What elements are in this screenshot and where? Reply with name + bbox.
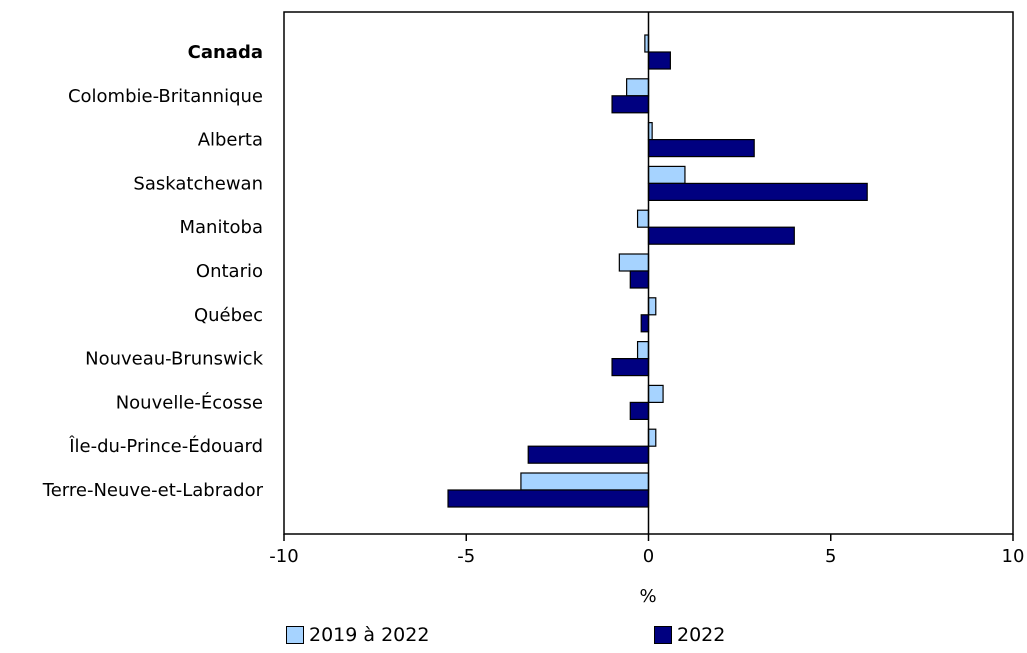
bar-manitoba-series-2 [647, 226, 795, 245]
legend: 2019 à 2022 2022 [286, 624, 1006, 650]
category-label-canada: Canada [188, 42, 263, 63]
legend-item-series-2: 2022 [654, 624, 725, 646]
category-label-ontario: Ontario [196, 261, 263, 282]
x-tick-label: 5 [825, 546, 836, 567]
bar-alberta-series-2 [647, 139, 755, 158]
bar-ile-du-prince-edouard-series-2 [527, 445, 650, 464]
legend-swatch-series-2 [654, 626, 672, 644]
legend-item-series-1: 2019 à 2022 [286, 624, 429, 646]
category-labels: Canada Colombie-Britannique Alberta Saskatc… [42, 42, 264, 501]
category-label-alberta: Alberta [198, 130, 263, 151]
legend-label-series-1: 2019 à 2022 [309, 624, 430, 646]
bar-ile-du-prince-edouard-series-1 [647, 428, 657, 447]
bar-colombie-britannique-series-1 [626, 78, 650, 97]
bar-canada-series-2 [647, 51, 671, 70]
category-label-nouveau-brunswick: Nouveau-Brunswick [85, 349, 263, 370]
bar-terre-neuve-et-labrador-series-1 [520, 472, 650, 491]
category-label-quebec: Québec [194, 305, 263, 326]
category-label-nouvelle-ecosse: Nouvelle-Écosse [116, 391, 263, 413]
x-axis-title: % [639, 586, 656, 607]
bar-nouvelle-ecosse-series-1 [647, 384, 664, 403]
bar-ontario-series-2 [629, 270, 650, 289]
x-axis-ticks: -10 -5 0 5 10 [269, 534, 1024, 567]
category-label-saskatchewan: Saskatchewan [133, 173, 263, 194]
x-tick-label: 0 [643, 546, 654, 567]
legend-swatch-series-1 [286, 626, 304, 644]
bar-nouveau-brunswick-series-2 [611, 358, 650, 377]
bar-nouvelle-ecosse-series-2 [629, 401, 650, 420]
bar-colombie-britannique-series-2 [611, 95, 650, 114]
bar-manitoba-series-1 [636, 209, 650, 228]
category-label-ile-du-prince-edouard: Île-du-Prince-Édouard [68, 435, 263, 457]
x-tick-label: -10 [269, 546, 298, 567]
bar-quebec-series-2 [640, 314, 650, 333]
chart: Canada Colombie-Britannique Alberta Saskatc… [42, 11, 1024, 607]
category-label-terre-neuve-et-labrador: Terre-Neuve-et-Labrador [42, 480, 264, 501]
bar-nouveau-brunswick-series-1 [636, 341, 650, 360]
category-label-manitoba: Manitoba [180, 217, 264, 238]
legend-label-series-2: 2022 [677, 624, 726, 646]
category-label-colombie-britannique: Colombie-Britannique [68, 86, 263, 107]
bar-terre-neuve-et-labrador-series-2 [447, 489, 650, 508]
bar-quebec-series-1 [647, 297, 657, 316]
x-tick-label: 10 [1002, 546, 1025, 567]
x-tick-label: -5 [457, 546, 475, 567]
bar-saskatchewan-series-1 [647, 165, 686, 184]
bar-saskatchewan-series-2 [647, 182, 868, 201]
bar-ontario-series-1 [618, 253, 650, 272]
